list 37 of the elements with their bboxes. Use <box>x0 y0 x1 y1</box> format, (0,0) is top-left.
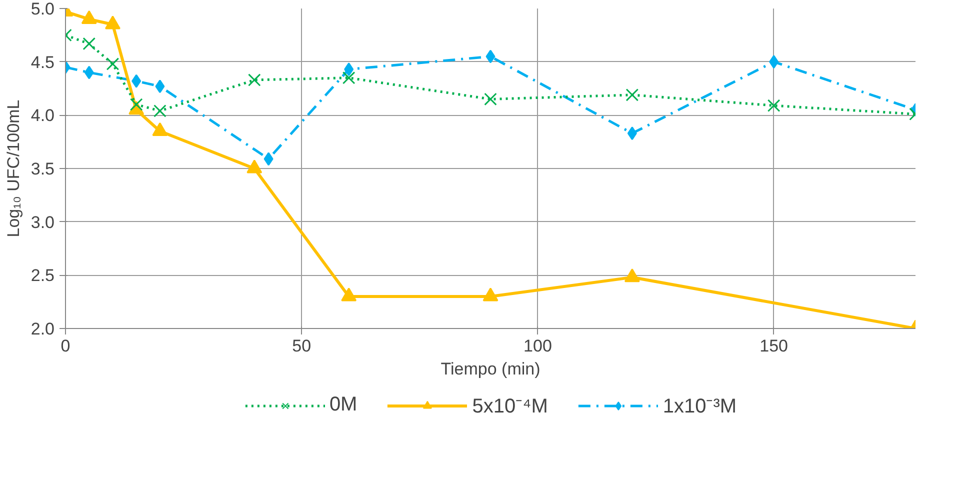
point <box>130 98 143 111</box>
x-axis-title: Tiempo (min) <box>440 360 540 378</box>
point <box>84 66 94 80</box>
point <box>769 55 779 69</box>
point <box>246 160 262 174</box>
point <box>106 58 120 70</box>
y-tick-label: 3.5 <box>30 160 55 178</box>
point <box>627 126 637 140</box>
point <box>486 50 496 64</box>
point <box>624 268 640 282</box>
point <box>264 152 274 166</box>
y-tick-label: 3.0 <box>30 212 55 232</box>
legend-label: 5x10⁻⁴M <box>472 394 548 418</box>
point <box>626 88 639 102</box>
y-tick-label: 2.0 <box>30 320 55 338</box>
point <box>482 288 498 302</box>
x-tick-label: 100 <box>524 336 552 356</box>
point <box>154 104 166 118</box>
y-axis-title: Log₁₀ UFC/100mL <box>4 100 23 238</box>
point <box>132 74 142 88</box>
y-tick-label: 4.5 <box>30 52 55 72</box>
point <box>341 288 357 302</box>
point <box>767 99 780 112</box>
point <box>155 80 165 94</box>
point <box>82 37 96 50</box>
point <box>342 71 356 84</box>
legend-label: 0M <box>329 394 358 416</box>
point <box>484 92 497 106</box>
y-tick-label: 4.0 <box>30 106 55 126</box>
point <box>248 74 261 86</box>
point <box>344 62 354 76</box>
x-tick-label: 50 <box>292 336 312 356</box>
y-tick-label: 2.5 <box>30 266 55 286</box>
x-tick-label: 150 <box>760 336 788 356</box>
legend-label: 1x10⁻³M <box>662 394 737 418</box>
y-tick-label: 5.0 <box>30 0 55 18</box>
x-tick-label: 0 <box>60 336 70 356</box>
